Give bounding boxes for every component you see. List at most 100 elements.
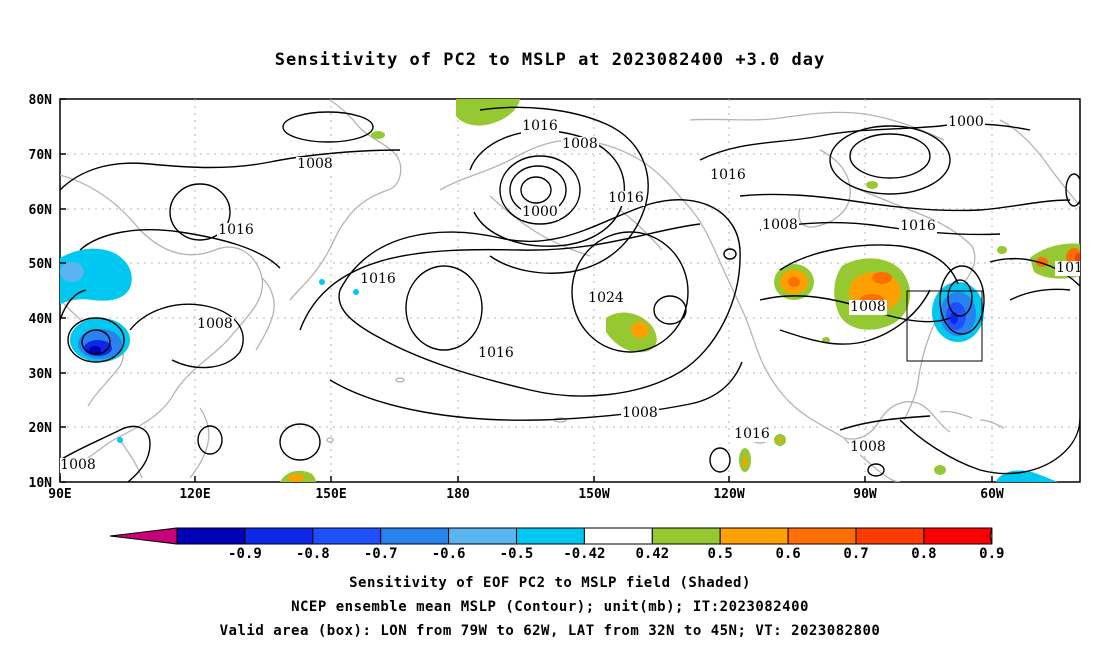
positive-sensitivity-blob-pacific bbox=[606, 312, 657, 353]
colorbar-tick-label: -0.6 bbox=[432, 546, 466, 562]
colorbar-segment bbox=[312, 527, 382, 545]
contour-label: 1016 bbox=[608, 190, 644, 206]
colorbar-tick-label: -0.8 bbox=[296, 546, 330, 562]
contour-label-bg bbox=[899, 219, 937, 234]
positive-sensitivity-blob-tropics bbox=[280, 337, 946, 482]
colorbar-segment bbox=[244, 527, 314, 545]
lon-tick-label: 90W bbox=[853, 487, 877, 502]
contour-labels: 1016100810161000100810001016100810161016… bbox=[60, 114, 1092, 473]
colorbar-tick-label: -0.42 bbox=[563, 546, 605, 562]
contour-label: 1016 bbox=[478, 345, 514, 361]
contour-label: 1000 bbox=[522, 204, 558, 220]
latitude-labels: 80N 70N 60N 50N 40N 30N 20N 10N bbox=[29, 93, 66, 491]
lon-tick-label: 120E bbox=[179, 487, 210, 502]
colorbar-segment bbox=[583, 527, 653, 545]
contour-label-bg bbox=[60, 458, 97, 473]
contour-label: 1008 bbox=[850, 439, 886, 455]
colorbar-tick-label: 0.8 bbox=[911, 546, 936, 562]
negative-sensitivity-blob-asia-south bbox=[70, 318, 130, 362]
contour-label: 1016 bbox=[360, 271, 396, 287]
colorbar-segment bbox=[719, 527, 789, 545]
lat-tick-label: 20N bbox=[29, 421, 53, 436]
contour-label: 1016 bbox=[710, 167, 746, 183]
colorbar-end-left bbox=[109, 527, 178, 545]
colorbar-tick-label: -0.7 bbox=[364, 546, 398, 562]
contour-label: 1008 bbox=[197, 316, 233, 332]
contour-label: 1024 bbox=[588, 290, 624, 306]
lat-tick-label: 40N bbox=[29, 312, 53, 327]
contour-label-bg bbox=[521, 205, 559, 220]
lat-tick-label: 50N bbox=[29, 257, 53, 272]
contour-label-bg bbox=[607, 191, 645, 206]
lon-tick-label: 150E bbox=[315, 487, 346, 502]
positive-sensitivity-blob-canada-west bbox=[774, 264, 814, 300]
colorbar-segment bbox=[923, 527, 993, 545]
valid-area-box bbox=[906, 290, 983, 362]
contour-label-bg bbox=[947, 115, 985, 130]
colorbar bbox=[109, 527, 993, 545]
lat-tick-label: 70N bbox=[29, 148, 53, 163]
caption-line-3: Valid area (box): LON from 79W to 62W, L… bbox=[219, 623, 881, 639]
contour-label-bg bbox=[733, 427, 771, 442]
contour-label: 1000 bbox=[948, 114, 984, 130]
colorbar-tick-label: 0.6 bbox=[775, 546, 800, 562]
contour-label: 1008 bbox=[622, 405, 658, 421]
colorbar-segment bbox=[176, 527, 246, 545]
contour-label: 1008 bbox=[60, 457, 96, 473]
contour-label-bg bbox=[296, 157, 334, 172]
contour-label-bg bbox=[761, 218, 799, 233]
contour-label: 1008 bbox=[762, 217, 798, 233]
colorbar-tick-label: 0.9 bbox=[979, 546, 1004, 562]
colorbar-segment bbox=[448, 527, 518, 545]
mslp-contours bbox=[60, 106, 1080, 482]
colorbar-segment bbox=[855, 527, 925, 545]
contour-label: 1016 bbox=[522, 118, 558, 134]
positive-sensitivity-blob-arctic bbox=[371, 99, 878, 189]
contour-label-bg bbox=[709, 168, 747, 183]
negative-sensitivity-blob-asia-north bbox=[60, 248, 132, 304]
caption-line-2: NCEP ensemble mean MSLP (Contour); unit(… bbox=[291, 599, 809, 615]
lon-tick-label: 90E bbox=[48, 487, 71, 502]
contour-label-bg bbox=[849, 300, 887, 315]
colorbar-tick-label: 0.42 bbox=[635, 546, 669, 562]
contour-label-bg bbox=[1055, 261, 1080, 276]
contour-label-bg bbox=[561, 137, 599, 152]
lon-tick-label: 60W bbox=[980, 487, 1004, 502]
contour-label: 1008 bbox=[562, 136, 598, 152]
contour-label: 1016 bbox=[1056, 260, 1092, 276]
lon-tick-label: 150W bbox=[578, 487, 609, 502]
contour-label-bg bbox=[359, 272, 397, 287]
contour-label-bg bbox=[477, 346, 515, 361]
colorbar-labels: -0.9 -0.8 -0.7 -0.6 -0.5 -0.42 0.42 0.5 0.6 0.7 0.… bbox=[228, 546, 1004, 562]
contour-label-bg bbox=[521, 119, 559, 134]
lon-tick-label: 120W bbox=[713, 487, 744, 502]
contour-label-bg bbox=[587, 291, 625, 306]
contour-label-bg bbox=[217, 223, 255, 238]
colorbar-tick-label: 0.5 bbox=[708, 546, 733, 562]
contour-label: 1016 bbox=[734, 426, 770, 442]
colorbar-end-right bbox=[989, 527, 993, 545]
lat-tick-label: 30N bbox=[29, 367, 53, 382]
lat-tick-label: 60N bbox=[29, 203, 53, 218]
colorbar-tick-label: -0.5 bbox=[500, 546, 534, 562]
sensitivity-shading bbox=[60, 99, 1080, 482]
colorbar-tick-label: 0.7 bbox=[843, 546, 868, 562]
plot-title: Sensitivity of PC2 to MSLP at 2023082400… bbox=[274, 50, 826, 70]
contour-label-bg bbox=[849, 440, 887, 455]
colorbar-segment bbox=[516, 527, 585, 545]
longitude-labels: 90E 120E 150E 180 150W 120W 90W 60W bbox=[48, 476, 1004, 502]
colorbar-segment bbox=[380, 527, 450, 545]
lat-tick-label: 10N bbox=[29, 476, 53, 491]
lon-tick-label: 180 bbox=[446, 487, 470, 502]
contour-label: 1016 bbox=[218, 222, 254, 238]
colorbar-segment bbox=[651, 527, 721, 545]
contour-label: 1008 bbox=[297, 156, 333, 172]
colorbar-segment bbox=[787, 527, 857, 545]
contour-label: 1016 bbox=[900, 218, 936, 234]
contour-label: 1008 bbox=[850, 299, 886, 315]
positive-sensitivity-blob-canada-central bbox=[834, 258, 911, 330]
coastlines bbox=[60, 99, 1080, 482]
colorbar-tick-label: -0.9 bbox=[228, 546, 262, 562]
contour-label-bg bbox=[196, 317, 234, 332]
